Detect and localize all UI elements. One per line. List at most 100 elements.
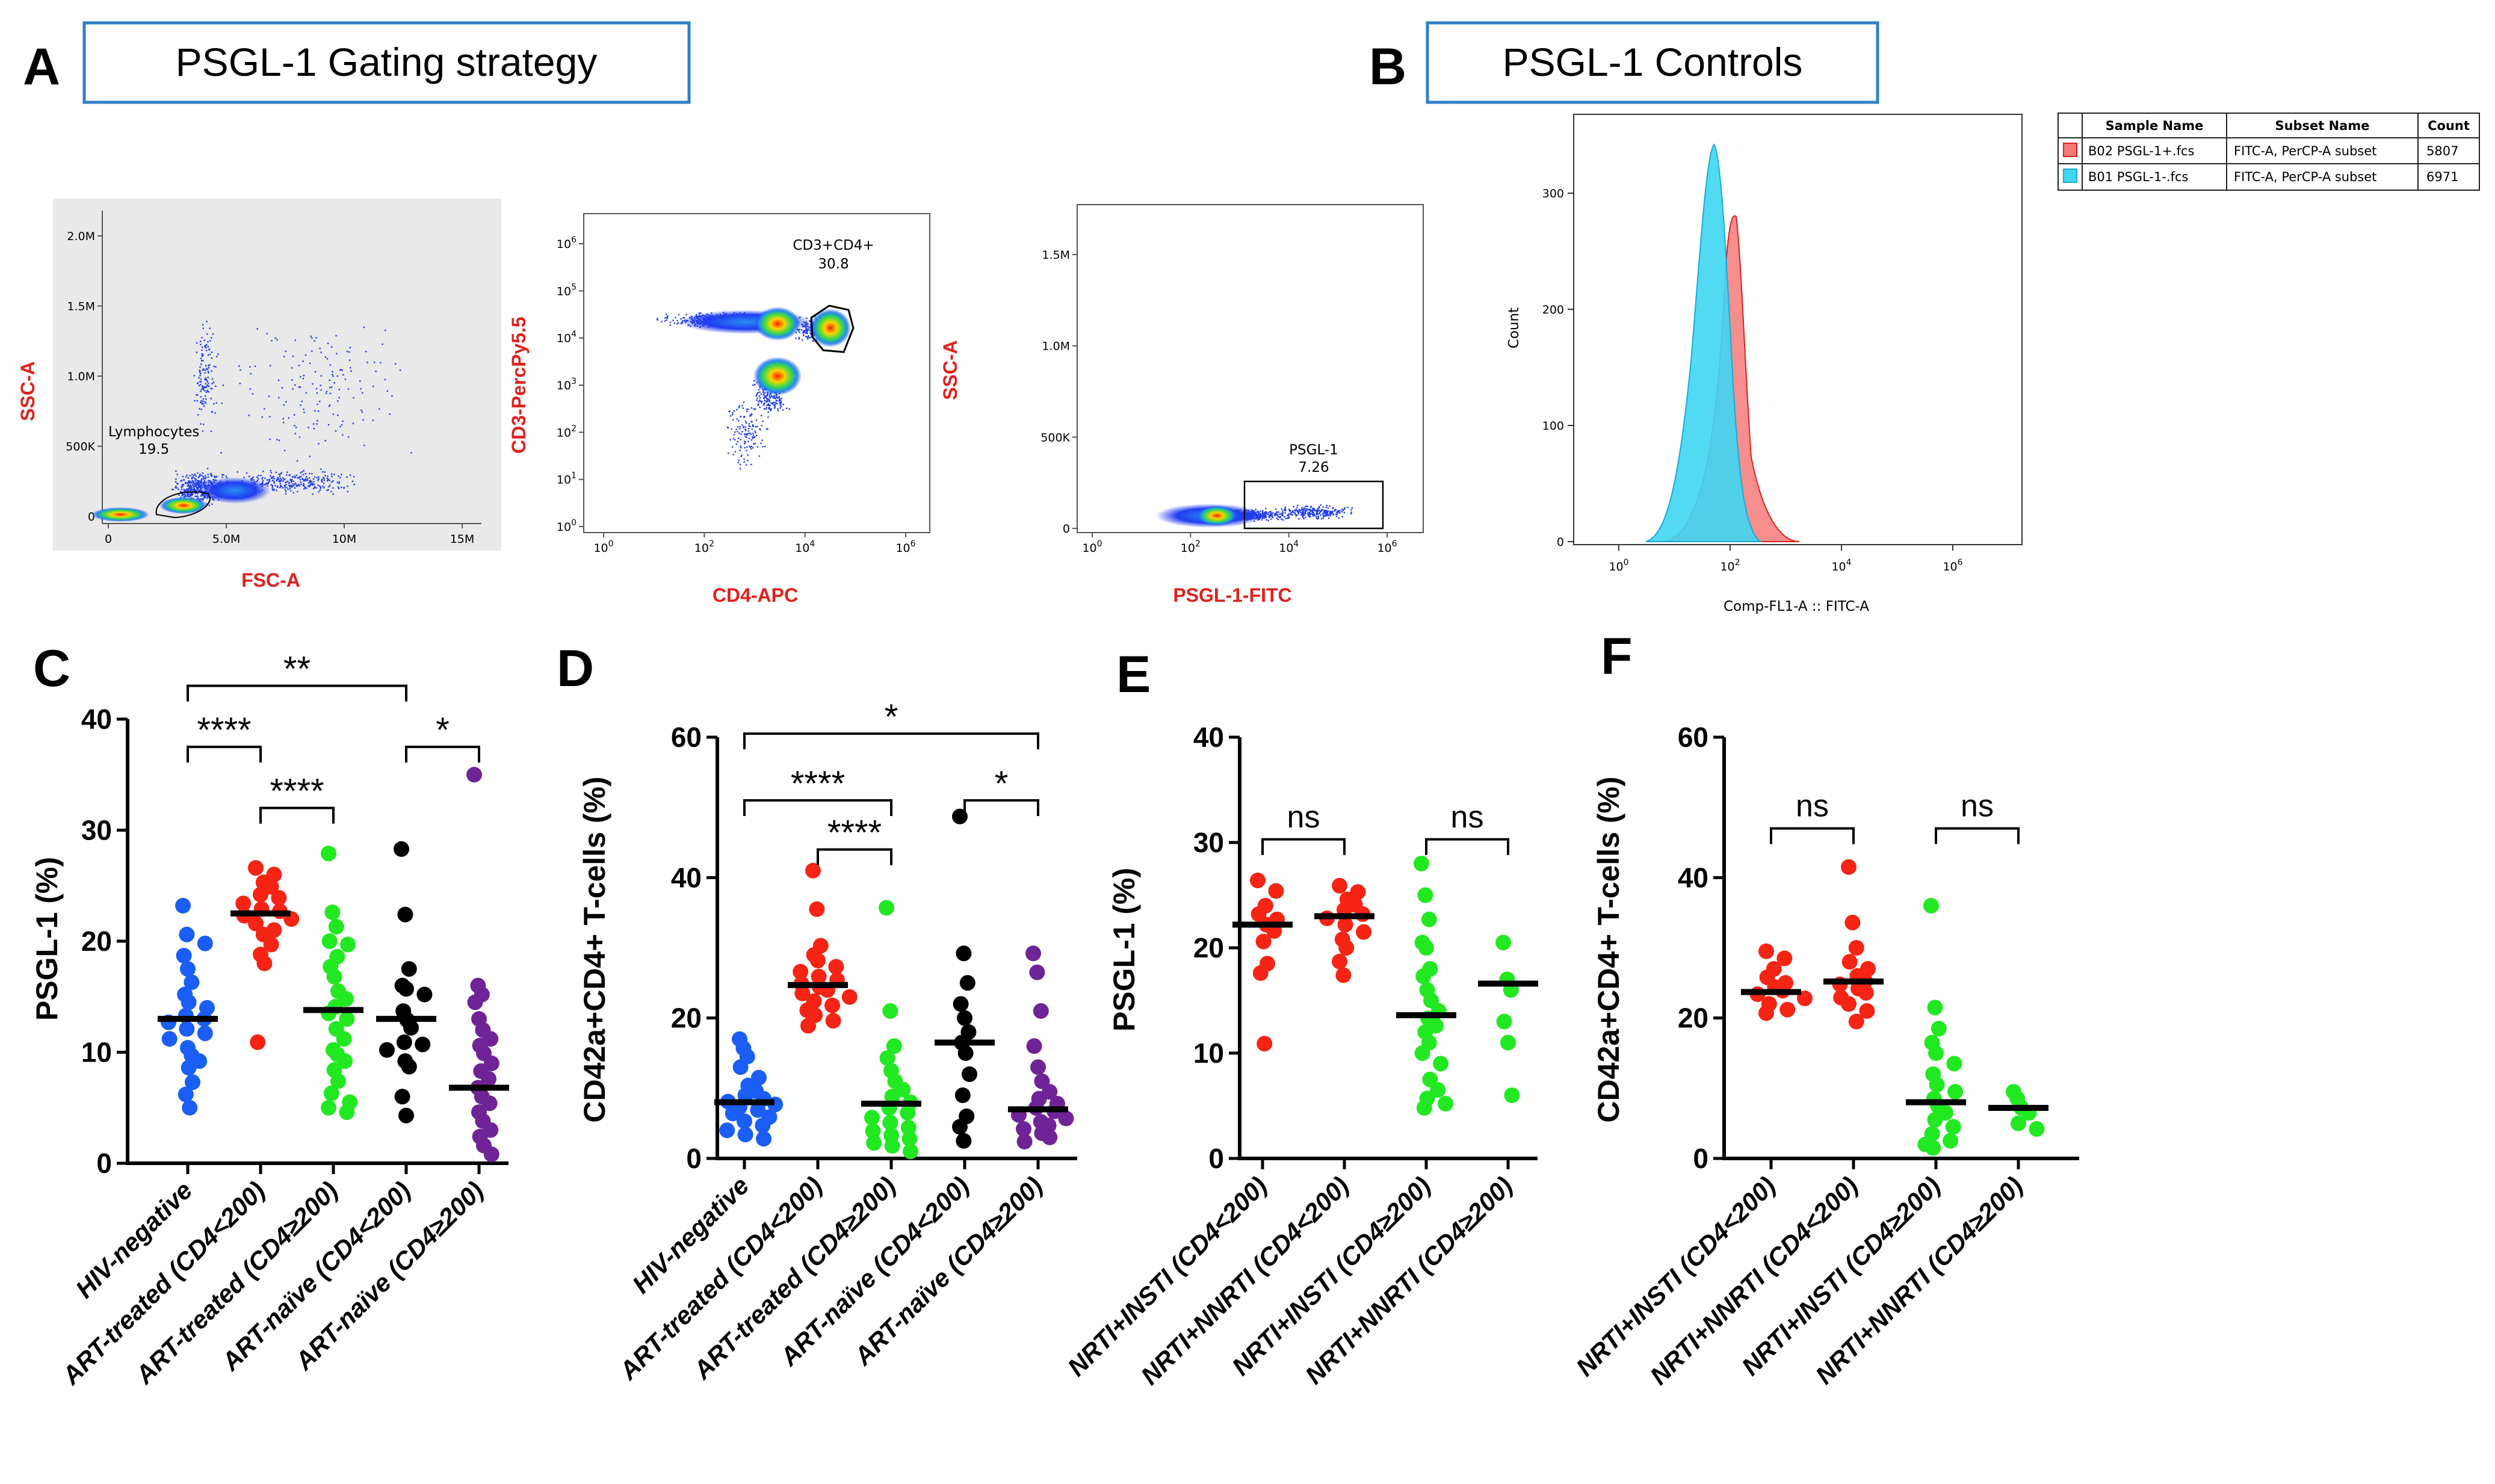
data-point	[1841, 859, 1857, 875]
data-point	[884, 1138, 900, 1154]
histogram-ytick: 200	[1542, 303, 1564, 317]
flow-ytick: 100	[557, 518, 577, 534]
data-point	[1016, 1134, 1033, 1149]
flow-xtick: 0	[105, 533, 112, 546]
data-point	[326, 969, 342, 985]
data-point	[962, 1066, 977, 1082]
data-point	[1418, 940, 1434, 956]
data-point	[957, 1010, 972, 1026]
significance-bracket	[1935, 827, 2020, 844]
data-point	[253, 886, 268, 903]
data-point	[750, 1102, 766, 1118]
data-point	[755, 1118, 771, 1134]
flow-xtick: 104	[1279, 539, 1299, 555]
data-point	[1255, 933, 1272, 950]
data-point	[719, 1122, 735, 1139]
data-point	[197, 935, 213, 951]
legend-header-sample: Sample Name	[2106, 119, 2204, 133]
data-point	[394, 1089, 410, 1105]
data-point	[1927, 1111, 1943, 1128]
flow-ytick: 1.5M	[67, 300, 95, 314]
data-point	[328, 919, 344, 935]
flow-xtick: 104	[795, 539, 815, 555]
significance-label: ns	[1451, 800, 1484, 835]
data-point	[235, 895, 252, 912]
data-point	[1758, 943, 1774, 959]
significance-label: ****	[197, 711, 251, 750]
data-point	[956, 945, 972, 962]
flow-ytick: 2.0M	[67, 230, 95, 243]
data-point	[248, 915, 264, 932]
data-point	[901, 1131, 918, 1147]
histogram-psgl1-negative	[1645, 143, 1762, 542]
flow-xtick: 15M	[450, 533, 475, 546]
data-point	[379, 1042, 395, 1058]
data-point	[793, 963, 809, 980]
data-point	[467, 994, 483, 1010]
data-point	[2029, 1121, 2045, 1137]
histogram-xtick: 106	[1943, 558, 1962, 574]
data-point	[737, 1113, 752, 1130]
data-point	[1356, 924, 1371, 940]
flow-xtick: 102	[694, 539, 714, 555]
data-point	[1841, 996, 1857, 1012]
significance-bracket	[405, 746, 480, 763]
data-point	[1848, 1013, 1864, 1030]
data-point	[953, 996, 969, 1012]
data-point	[900, 1119, 917, 1136]
data-point	[1945, 1119, 1961, 1135]
gate-cd3cd4-value: 30.8	[818, 256, 849, 272]
data-point	[396, 1034, 412, 1050]
histogram-xtick: 104	[1831, 558, 1851, 574]
data-point	[197, 1025, 213, 1042]
y-tick-label: 40	[1193, 722, 1224, 753]
panel-letter-b: B	[1369, 38, 1406, 96]
data-point	[1430, 1082, 1446, 1098]
y-axis-label: CD42a+CD4+ T-cells (%)	[1592, 776, 1625, 1122]
data-point	[176, 948, 192, 963]
data-point	[401, 1059, 417, 1075]
data-point	[416, 986, 433, 1003]
y-tick-label: 60	[671, 722, 702, 753]
histogram-ytick: 300	[1542, 187, 1564, 200]
data-point	[1030, 1059, 1046, 1075]
y-axis-label: PSGL-1 (%)	[30, 857, 64, 1021]
gate-lymphocytes-value: 19.5	[138, 442, 169, 457]
data-point	[879, 900, 894, 916]
data-point	[1943, 1133, 1958, 1149]
data-point	[481, 1095, 498, 1111]
flow-plot-2-xlabel: CD4-APC	[713, 584, 798, 606]
flow-xtick: 10M	[332, 533, 357, 546]
flow-xtick: 106	[1377, 539, 1397, 555]
data-point	[323, 1085, 339, 1101]
data-point	[1500, 1034, 1516, 1051]
data-point	[178, 1086, 194, 1102]
data-point	[824, 997, 840, 1013]
flow-plot-1-ylabel: SSC-A	[17, 361, 39, 421]
flow-plot-1-xlabel: FSC-A	[241, 569, 300, 591]
data-point	[900, 1105, 916, 1121]
data-point	[732, 1059, 749, 1075]
flow-plot-1-background	[53, 199, 501, 551]
legend-row2-count: 6971	[2426, 170, 2458, 184]
data-point	[398, 1107, 414, 1124]
significance-label: *	[885, 697, 898, 737]
y-tick-label: 20	[1678, 1003, 1708, 1034]
data-point	[1779, 1001, 1796, 1018]
data-point	[415, 1036, 431, 1053]
data-point	[321, 933, 338, 949]
data-point	[1250, 873, 1266, 888]
y-tick-label: 20	[1193, 932, 1224, 963]
data-point	[483, 1146, 499, 1163]
y-axis-label: CD42a+CD4+ T-cells (%)	[578, 776, 611, 1122]
data-point	[1433, 1056, 1448, 1072]
data-point	[1257, 1036, 1273, 1052]
data-point	[340, 936, 356, 953]
data-point	[397, 906, 413, 923]
flow-xtick: 5.0M	[212, 533, 241, 546]
significance-label: ****	[791, 764, 845, 803]
